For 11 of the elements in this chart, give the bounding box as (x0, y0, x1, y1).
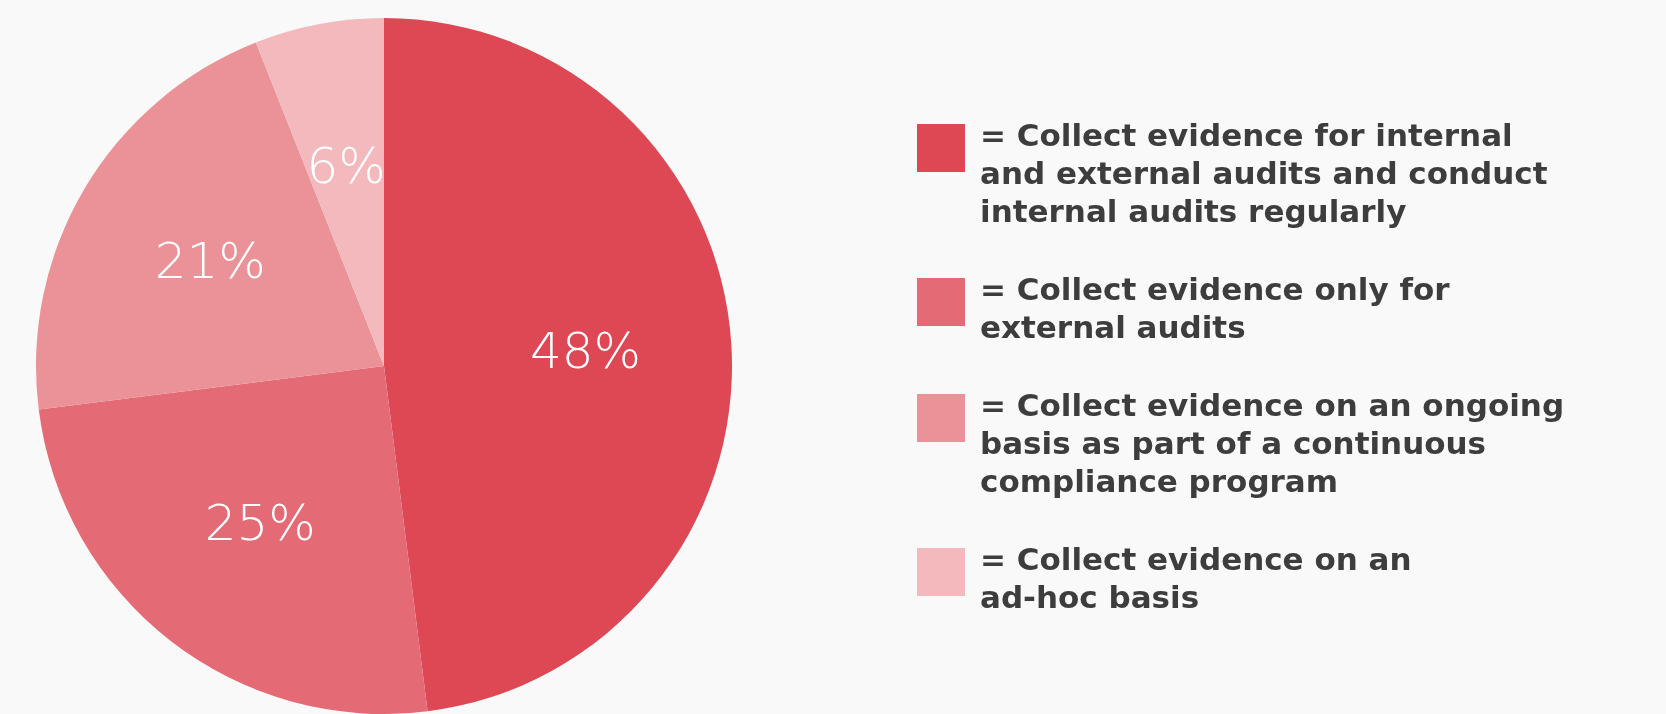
data-label: 6% (306, 136, 386, 195)
legend-label: = Collect evidence for internal and external audits and conduct internal audits regularly (980, 117, 1548, 229)
legend-label: = Collect evidence only for external audits (980, 271, 1451, 345)
legend-label: = Collect evidence on an ongoing basis as part of a continuous compliance program (980, 387, 1565, 499)
data-label: 25% (204, 494, 316, 553)
pie-slice (384, 18, 732, 712)
pie-slice (38, 366, 428, 714)
legend-label: = Collect evidence on an ad-hoc basis (980, 541, 1412, 615)
pie-slice (36, 42, 384, 410)
data-label: 21% (154, 232, 266, 291)
data-label: 48% (529, 322, 642, 381)
